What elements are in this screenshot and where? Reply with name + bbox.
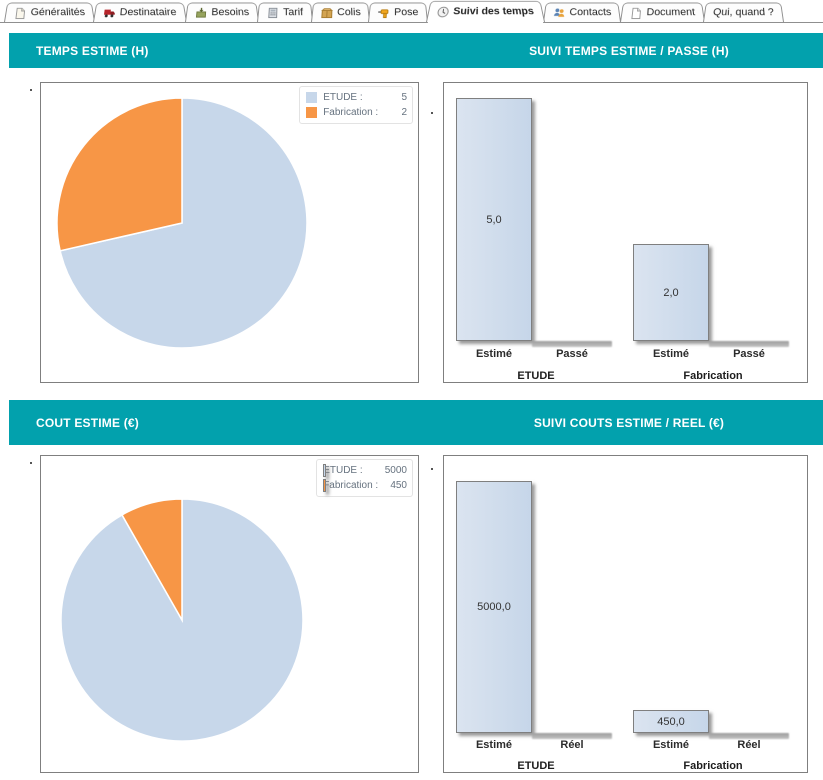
tab-label: Tarif	[283, 6, 304, 19]
inbox-icon	[194, 6, 207, 18]
section-header-couts: COUT ESTIME (€) SUIVI COUTS ESTIME / REE…	[9, 400, 823, 445]
legend-value: 2	[401, 107, 407, 118]
pie-panel-cout-estime: ETUDE : 5000 Fabrication : 450	[40, 455, 419, 773]
tab-label: Document	[645, 6, 696, 19]
bar-axis-label-estime: Estimé	[475, 739, 513, 751]
bar-fabrication-reel-zero	[709, 733, 789, 739]
tab-colis[interactable]: Colis	[310, 2, 371, 23]
legend-label: Fabrication :	[323, 107, 381, 118]
tab-qui-quand[interactable]: Qui, quand ?	[702, 2, 784, 23]
tab-generalites[interactable]: Généralités	[4, 2, 96, 23]
clock-icon	[436, 6, 450, 18]
pie-chart	[60, 498, 304, 742]
calculator-icon	[266, 6, 279, 18]
section-header-temps: TEMPS ESTIME (H) SUIVI TEMPS ESTIME / PA…	[9, 33, 823, 68]
legend-swatch	[323, 479, 327, 492]
bar-axis-label-estime: Estimé	[652, 739, 690, 751]
legend-swatch	[306, 107, 318, 118]
bar-axis-label-reel: Réel	[737, 739, 761, 751]
package-icon	[320, 6, 333, 18]
bar-value-label: 450,0	[657, 715, 685, 728]
tab-label: Généralités	[30, 6, 86, 19]
tab-label: Colis	[336, 6, 362, 19]
bar-axis-label-passe: Passé	[556, 348, 588, 360]
tab-suivi-des-temps[interactable]: Suivi des temps	[426, 0, 546, 23]
legend-item-etude: ETUDE : 5000	[323, 463, 407, 478]
tab-label: Besoins	[211, 6, 250, 19]
chart-legend: ETUDE : 5 Fabrication : 2	[299, 86, 413, 124]
tab-label: Pose	[394, 6, 420, 19]
bar-etude-passe-zero	[532, 341, 612, 347]
bar-value-label: 5,0	[486, 213, 502, 226]
tab-pose[interactable]: Pose	[368, 2, 429, 23]
bar-etude-estime: 5,0	[456, 98, 532, 341]
legend-value: 450	[390, 480, 407, 491]
chart-legend: ETUDE : 5000 Fabrication : 450	[316, 459, 413, 497]
truck-icon	[103, 6, 117, 18]
bar-panel-suivi-couts: 5000,0 Estimé Réel ETUDE 450,0 Estimé Réel Fabr…	[443, 455, 808, 773]
bar-group-label-fabrication: Fabrication	[683, 760, 743, 772]
bar-axis-label-estime: Estimé	[475, 348, 513, 360]
bar-group-label-fabrication: Fabrication	[683, 370, 743, 382]
legend-item-etude: ETUDE : 5	[306, 90, 407, 105]
tab-label: Qui, quand ?	[712, 6, 775, 19]
legend-swatch	[323, 464, 327, 477]
legend-value: 5	[401, 92, 407, 103]
document-icon	[629, 6, 643, 18]
tab-destinataire[interactable]: Destinataire	[93, 2, 187, 23]
tab-tarif[interactable]: Tarif	[257, 2, 313, 23]
legend-label: Fabrication :	[323, 480, 381, 491]
bar-group-label-etude: ETUDE	[517, 370, 555, 382]
bar-value-label: 5000,0	[477, 601, 511, 613]
drill-icon	[378, 6, 391, 18]
bar-axis-label-estime: Estimé	[652, 348, 690, 360]
bar-panel-suivi-temps: 5,0 Estimé Passé ETUDE 2,0 Estimé Passé Fabrica…	[443, 82, 808, 383]
legend-label: ETUDE :	[323, 92, 366, 103]
pie-slice-fabrication	[56, 97, 183, 252]
tick-artifact	[431, 468, 433, 470]
legend-label: ETUDE :	[323, 465, 366, 476]
bar-etude-reel-zero	[532, 733, 612, 739]
legend-item-fabrication: Fabrication : 2	[306, 105, 407, 120]
bar-axis-label-passe: Passé	[733, 348, 765, 360]
page-icon	[13, 6, 27, 18]
legend-item-fabrication: Fabrication : 450	[323, 478, 407, 493]
tab-besoins[interactable]: Besoins	[184, 2, 260, 23]
tab-document[interactable]: Document	[619, 2, 705, 23]
bar-fabrication-estime: 450,0	[633, 710, 709, 733]
legend-value: 5000	[384, 465, 407, 476]
section-title-suivi-couts: SUIVI COUTS ESTIME / REEL (€)	[533, 415, 725, 430]
pie-chart	[56, 97, 308, 349]
section-title-cout-estime: COUT ESTIME (€)	[36, 415, 140, 430]
pie-slice-etude	[59, 97, 308, 349]
tab-contacts[interactable]: Contacts	[543, 2, 622, 23]
tick-artifact	[30, 89, 32, 91]
bar-axis-label-reel: Réel	[560, 739, 584, 751]
section-title-temps-estime: TEMPS ESTIME (H)	[36, 43, 149, 58]
bar-group-label-etude: ETUDE	[517, 760, 555, 772]
bar-fabrication-estime: 2,0	[633, 244, 709, 341]
tab-bar: Généralités Destinataire Besoins Tarif Colis…	[0, 0, 823, 23]
tick-artifact	[431, 112, 433, 114]
tab-label: Destinataire	[119, 6, 178, 19]
bar-value-label: 2,0	[663, 286, 679, 299]
pie-slice-fabrication	[120, 498, 183, 623]
tab-label: Contacts	[569, 6, 613, 19]
pie-panel-temps-estime: ETUDE : 5 Fabrication : 2	[40, 82, 419, 383]
tab-label: Suivi des temps	[453, 6, 536, 18]
contacts-icon	[553, 6, 567, 18]
legend-swatch	[306, 92, 318, 103]
bar-fabrication-passe-zero	[709, 341, 789, 347]
tick-artifact	[30, 462, 32, 464]
bar-etude-estime: 5000,0	[456, 481, 532, 733]
section-title-suivi-temps: SUIVI TEMPS ESTIME / PASSE (H)	[529, 43, 729, 58]
